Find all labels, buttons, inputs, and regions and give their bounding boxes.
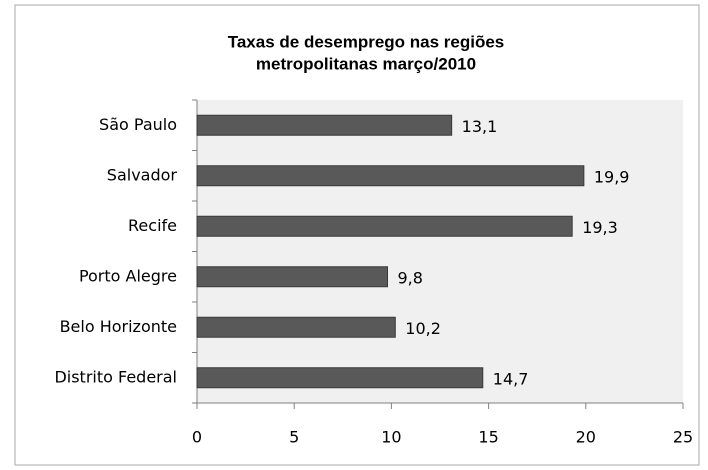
bar bbox=[196, 165, 585, 187]
data-label: 9,8 bbox=[398, 268, 423, 287]
y-tick-label: Recife bbox=[128, 216, 177, 235]
y-tick-label: Salvador bbox=[107, 165, 178, 184]
x-tick-label: 0 bbox=[192, 428, 202, 447]
y-tick-label: Belo Horizonte bbox=[60, 317, 177, 336]
chart-title: metropolitanas março/2010 bbox=[256, 54, 476, 73]
plot-area bbox=[197, 100, 683, 403]
bar bbox=[196, 266, 389, 288]
bar bbox=[196, 367, 484, 389]
chart-title: Taxas de desemprego nas regiões bbox=[228, 32, 505, 51]
y-tick-label: São Paulo bbox=[99, 115, 177, 134]
data-label: 13,1 bbox=[462, 117, 498, 136]
x-tick-label: 25 bbox=[673, 428, 693, 447]
bar bbox=[196, 316, 396, 338]
x-tick-label: 5 bbox=[289, 428, 299, 447]
x-tick-label: 15 bbox=[478, 428, 498, 447]
x-tick-label: 20 bbox=[576, 428, 596, 447]
y-tick-label: Porto Alegre bbox=[79, 266, 177, 285]
data-label: 19,9 bbox=[594, 167, 630, 186]
data-label: 19,3 bbox=[582, 218, 618, 237]
bar bbox=[196, 114, 453, 136]
x-tick-label: 10 bbox=[381, 428, 401, 447]
y-tick-label: Distrito Federal bbox=[54, 367, 177, 386]
bar bbox=[196, 215, 573, 237]
data-label: 10,2 bbox=[405, 319, 441, 338]
data-label: 14,7 bbox=[493, 369, 529, 388]
